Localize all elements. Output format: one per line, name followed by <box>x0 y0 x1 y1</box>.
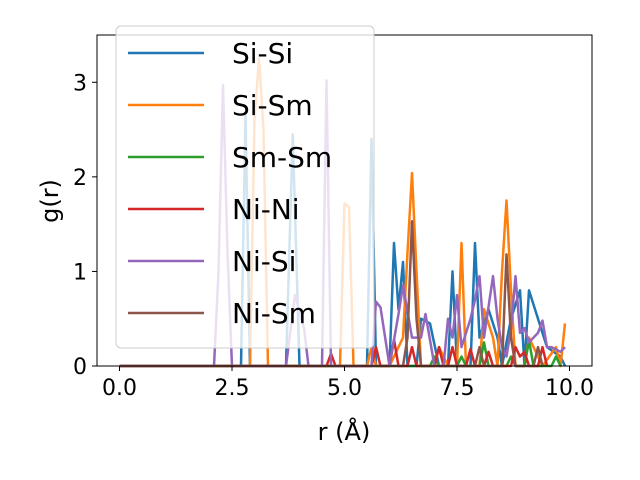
y-tick-label: 1 <box>73 260 87 285</box>
x-tick-label: 7.5 <box>440 376 475 401</box>
x-tick-label: 10.0 <box>545 376 594 401</box>
x-axis: 0.0 2.5 5.0 7.5 10.0 <box>102 366 594 401</box>
x-tick-label: 5.0 <box>327 376 362 401</box>
y-axis: 0 1 2 3 <box>73 71 97 380</box>
legend-label-si-sm: Si-Sm <box>232 89 313 122</box>
legend: Si-Si Si-Sm Sm-Sm Ni-Ni Ni-Si Ni-Sm <box>115 25 375 349</box>
legend-label-si-si: Si-Si <box>232 37 293 70</box>
legend-label-sm-sm: Sm-Sm <box>232 141 332 174</box>
x-axis-label: r (Å) <box>318 417 371 446</box>
y-axis-label: g(r) <box>36 179 64 223</box>
y-tick-label: 0 <box>73 355 87 380</box>
x-tick-label: 0.0 <box>102 376 137 401</box>
y-tick-label: 2 <box>73 166 87 191</box>
legend-label-ni-si: Ni-Si <box>232 245 296 278</box>
legend-box <box>115 25 375 349</box>
x-tick-label: 2.5 <box>215 376 250 401</box>
legend-label-ni-sm: Ni-Sm <box>232 297 316 330</box>
y-tick-label: 3 <box>73 71 87 96</box>
legend-label-ni-ni: Ni-Ni <box>232 193 300 226</box>
